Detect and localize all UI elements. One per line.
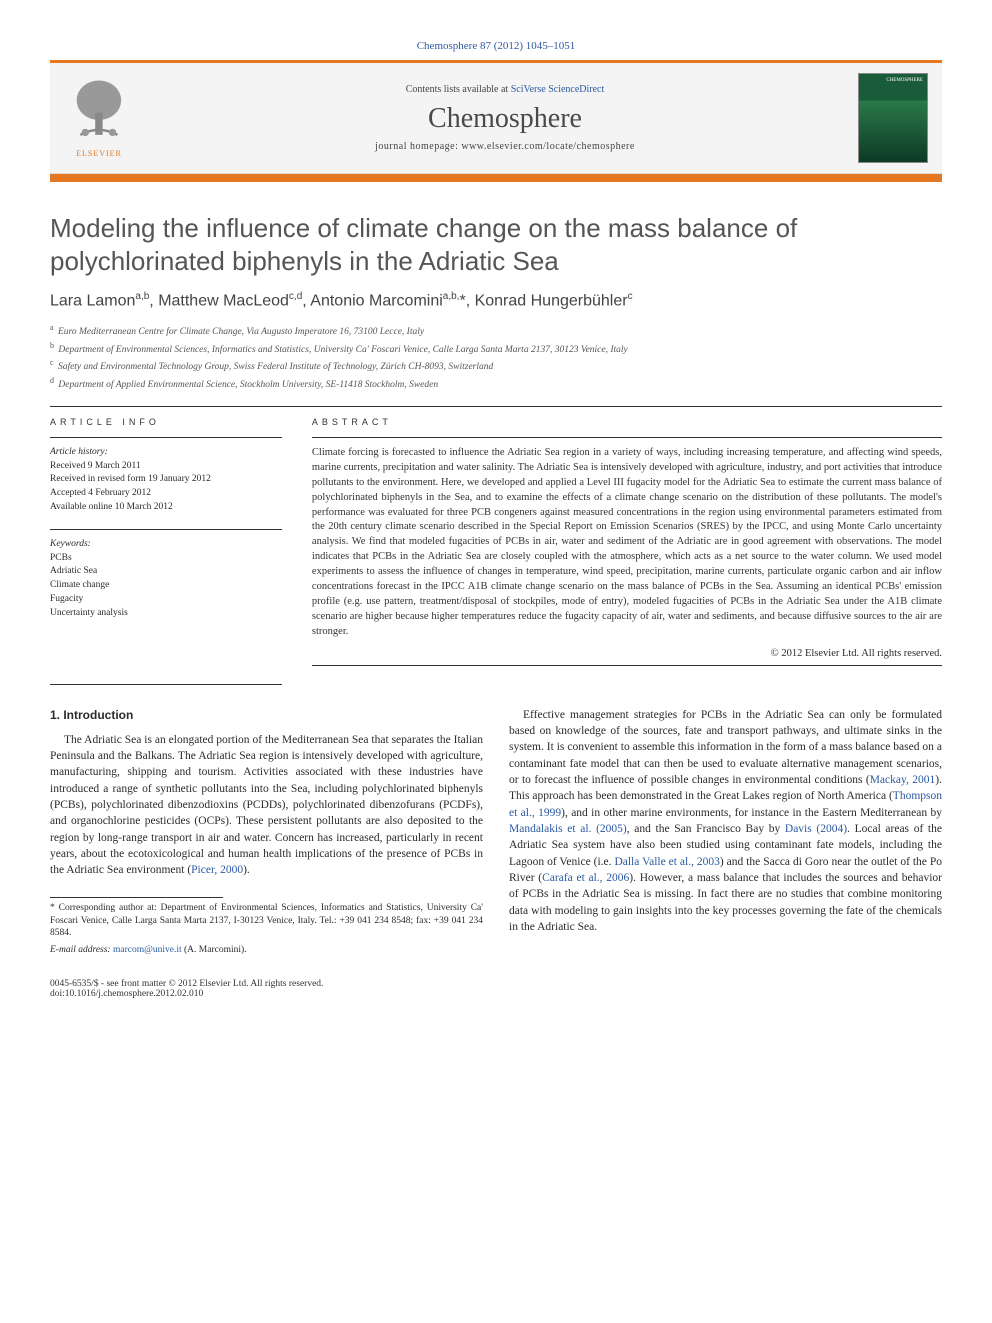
keywords-label: Keywords: [50, 538, 282, 552]
info-abstract-row: ARTICLE INFO Article history: Received 9… [50, 417, 942, 666]
affiliation-line: d Department of Applied Environmental Sc… [50, 375, 942, 392]
journal-cover-thumbnail: CHEMOSPHERE [858, 73, 928, 163]
sciencedirect-link[interactable]: SciVerse ScienceDirect [511, 84, 605, 95]
article-info-column: ARTICLE INFO Article history: Received 9… [50, 417, 282, 666]
homepage-prefix: journal homepage: [375, 141, 461, 152]
abs-rule [312, 437, 942, 438]
rule-top [50, 406, 942, 407]
ref-mandalakis-2005[interactable]: Mandalakis et al. (2005) [509, 823, 627, 835]
affiliation-line: c Safety and Environmental Technology Gr… [50, 357, 942, 374]
footer-doi: doi:10.1016/j.chemosphere.2012.02.010 [50, 989, 323, 999]
email-footnote: E-mail address: marcom@unive.it (A. Marc… [50, 944, 483, 957]
section-1-heading: 1. Introduction [50, 707, 483, 724]
ref-dalla-valle-2003[interactable]: Dalla Valle et al., 2003 [614, 856, 719, 868]
history-line: Received in revised form 19 January 2012 [50, 473, 282, 487]
cover-label: CHEMOSPHERE [886, 78, 923, 83]
abstract-copyright: © 2012 Elsevier Ltd. All rights reserved… [312, 648, 942, 659]
body-p2: Effective management strategies for PCBs… [509, 707, 942, 936]
p1-pre: The Adriatic Sea is an elongated portion… [50, 734, 483, 877]
history-label: Article history: [50, 446, 282, 460]
history-line: Available online 10 March 2012 [50, 501, 282, 515]
abs-rule-bottom [312, 665, 942, 666]
ref-mackay-2001[interactable]: Mackay, 2001 [870, 774, 936, 786]
banner-contents: Contents lists available at SciVerse Sci… [152, 84, 858, 95]
p2-d: , and the San Francisco Bay by [627, 823, 785, 835]
email-link[interactable]: marcom@unive.it [113, 945, 182, 955]
header-citation: Chemosphere 87 (2012) 1045–1051 [50, 40, 942, 52]
abstract-text: Climate forcing is forecasted to influen… [312, 446, 942, 640]
article-title: Modeling the influence of climate change… [50, 212, 942, 277]
history-line: Accepted 4 February 2012 [50, 487, 282, 501]
page-footer: 0045-6535/$ - see front matter © 2012 El… [50, 979, 942, 999]
ref-picer-2000[interactable]: Picer, 2000 [191, 864, 243, 876]
affiliations-block: a Euro Mediterranean Centre for Climate … [50, 322, 942, 392]
info-rule-2 [50, 529, 282, 530]
article-history-block: Article history: Received 9 March 2011Re… [50, 446, 282, 515]
abstract-column: ABSTRACT Climate forcing is forecasted t… [312, 417, 942, 666]
footer-issn: 0045-6535/$ - see front matter © 2012 El… [50, 979, 323, 989]
ref-davis-2004[interactable]: Davis (2004) [785, 823, 847, 835]
journal-name: Chemosphere [152, 103, 858, 135]
footnote-rule [50, 897, 223, 898]
history-line: Received 9 March 2011 [50, 460, 282, 474]
footer-left: 0045-6535/$ - see front matter © 2012 El… [50, 979, 323, 999]
info-rule [50, 437, 282, 438]
orange-bar-bottom [50, 174, 942, 182]
body-columns: 1. Introduction The Adriatic Sea is an e… [50, 707, 942, 957]
ref-carafa-2006[interactable]: Carafa et al., 2006 [542, 872, 629, 884]
banner-center: Contents lists available at SciVerse Sci… [152, 84, 858, 152]
abstract-heading: ABSTRACT [312, 417, 942, 427]
article-info-heading: ARTICLE INFO [50, 417, 282, 427]
rule-mid [50, 684, 282, 685]
journal-banner: ELSEVIER Contents lists available at Sci… [50, 63, 942, 174]
keyword-line: Climate change [50, 579, 282, 593]
email-label: E-mail address: [50, 945, 113, 955]
email-suffix: (A. Marcomini). [182, 945, 247, 955]
affiliation-line: b Department of Environmental Sciences, … [50, 340, 942, 357]
contents-prefix: Contents lists available at [406, 84, 511, 95]
p1-post: ). [243, 864, 250, 876]
keyword-line: Uncertainty analysis [50, 607, 282, 621]
corresponding-footnote: * Corresponding author at: Department of… [50, 902, 483, 940]
p2-c: ), and in other marine environments, for… [561, 807, 942, 819]
homepage-url: www.elsevier.com/locate/chemosphere [461, 141, 634, 152]
keywords-block: Keywords: PCBsAdriatic SeaClimate change… [50, 538, 282, 621]
keyword-line: Fugacity [50, 593, 282, 607]
journal-homepage: journal homepage: www.elsevier.com/locat… [152, 141, 858, 152]
page-root: Chemosphere 87 (2012) 1045–1051 ELSEVIER… [0, 0, 992, 1029]
affiliation-line: a Euro Mediterranean Centre for Climate … [50, 322, 942, 339]
keyword-line: PCBs [50, 552, 282, 566]
body-p1: The Adriatic Sea is an elongated portion… [50, 732, 483, 879]
elsevier-tree-icon [68, 78, 130, 146]
elsevier-logo: ELSEVIER [64, 78, 134, 158]
authors-line: Lara Lamona,b, Matthew MacLeodc,d, Anton… [50, 291, 942, 310]
footnote-block: * Corresponding author at: Department of… [50, 897, 483, 957]
elsevier-label: ELSEVIER [76, 149, 122, 158]
keyword-line: Adriatic Sea [50, 565, 282, 579]
